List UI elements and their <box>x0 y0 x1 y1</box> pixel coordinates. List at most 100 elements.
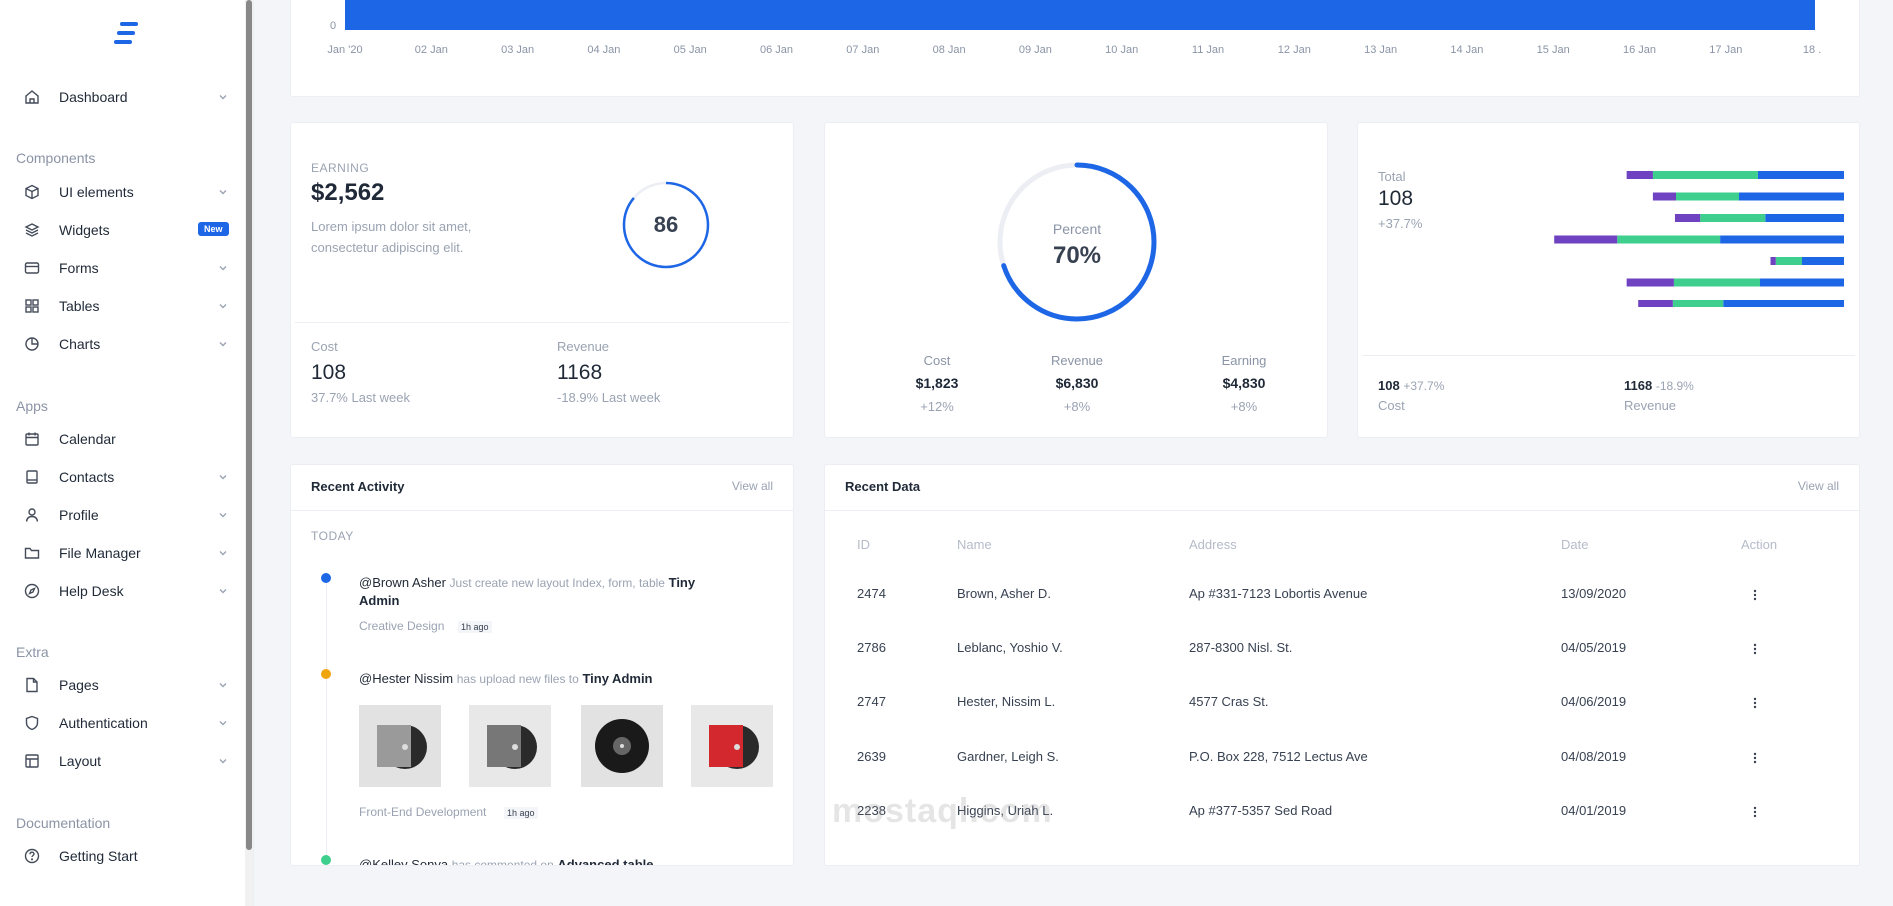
total-change: +37.7% <box>1378 216 1423 231</box>
more-vertical-icon[interactable] <box>1752 642 1758 656</box>
sidebar-item-authentication[interactable]: Authentication <box>0 707 240 739</box>
cell-name: Gardner, Leigh S. <box>957 749 1059 764</box>
column-header-name[interactable]: Name <box>957 537 992 552</box>
stat-value: $6,830 <box>1055 375 1099 391</box>
x-axis-tick-label: 17 Jan <box>1709 44 1743 56</box>
timeline-dot-orange <box>321 669 331 679</box>
sidebar-item-widgets[interactable]: Widgets New <box>0 214 240 246</box>
watermark: mostaql.com <box>832 792 1053 830</box>
column-header-address[interactable]: Address <box>1189 537 1237 552</box>
bar-segment <box>1760 278 1844 287</box>
sidebar-item-charts[interactable]: Charts <box>0 328 240 360</box>
column-header-id[interactable]: ID <box>857 537 870 552</box>
activity-user-link[interactable]: @Hester Nissim <box>359 671 454 686</box>
sidebar-item-help-desk[interactable]: Help Desk <box>0 575 240 607</box>
activity-time: 1h ago <box>504 807 538 819</box>
bar-segment <box>1676 192 1739 201</box>
bar-segment <box>1802 257 1844 265</box>
sidebar-item-label: Contacts <box>59 469 115 485</box>
activity-user-link[interactable]: @Brown Asher <box>359 575 446 590</box>
activity-user-link[interactable]: @Kelley Sonya <box>359 857 449 866</box>
sidebar-item-file-manager[interactable]: File Manager <box>0 537 240 569</box>
bar-segment <box>1638 300 1673 307</box>
cell-name: Higgins, Uriah L. <box>957 803 1054 818</box>
sidebar-item-profile[interactable]: Profile <box>0 499 240 531</box>
activity-target-link[interactable]: Advanced table <box>557 857 654 866</box>
chevron-down-icon <box>219 513 227 518</box>
cell-date: 04/01/2019 <box>1561 803 1627 818</box>
sidebar-item-label: Help Desk <box>59 583 124 599</box>
activity-text: has commented on <box>451 858 554 866</box>
percent-gauge: Percent 70% <box>997 162 1157 322</box>
bar-segment <box>1626 171 1653 179</box>
sidebar-item-label: File Manager <box>59 545 141 561</box>
vinyl-thumbnail[interactable] <box>359 705 441 787</box>
sidebar-item-label: Calendar <box>59 431 116 447</box>
bar-segment <box>1626 278 1674 287</box>
footer-right-stat: 1168 -18.9% <box>1624 378 1694 393</box>
cell-name: Hester, Nissim L. <box>957 694 1056 709</box>
chevron-down-icon <box>219 342 227 347</box>
chevron-down-icon <box>219 759 227 764</box>
more-vertical-icon[interactable] <box>1752 805 1758 819</box>
file-icon <box>26 677 38 693</box>
sidebar-item-tables[interactable]: Tables <box>0 290 240 322</box>
sidebar-item-label: Pages <box>59 677 99 693</box>
sidebar-item-getting-start[interactable]: Getting Start <box>0 840 240 872</box>
sidebar-item-dashboard[interactable]: Dashboard <box>0 81 240 113</box>
vinyl-thumbnail[interactable] <box>691 705 773 787</box>
sidebar-item-forms[interactable]: Forms <box>0 252 240 284</box>
earning-value: $2,562 <box>311 179 385 206</box>
cell-address: 4577 Cras St. <box>1189 694 1269 709</box>
stat-value: $4,830 <box>1222 375 1266 391</box>
timeline-dot-green <box>321 855 331 865</box>
view-all-link[interactable]: View all <box>731 479 773 493</box>
divider <box>291 510 793 511</box>
footer-right-label: Revenue <box>1624 398 1677 413</box>
cell-date: 04/05/2019 <box>1561 640 1627 655</box>
activity-target-link[interactable]: Tiny <box>668 575 696 590</box>
scrollbar-thumb[interactable] <box>246 0 252 850</box>
revenue-label: Revenue <box>557 339 610 354</box>
column-header-date[interactable]: Date <box>1561 537 1589 552</box>
more-vertical-icon[interactable] <box>1752 751 1758 765</box>
view-all-link[interactable]: View all <box>1797 479 1839 493</box>
x-axis-tick-label: 03 Jan <box>501 44 535 56</box>
total-card: Total 108 +37.7% 108 +37.7% Cost 1168 -1… <box>1357 122 1860 438</box>
sidebar-scrollbar[interactable] <box>245 0 253 906</box>
footer-right-value: 1168 <box>1624 378 1653 393</box>
box-icon <box>25 184 39 200</box>
activity-target-link-cont[interactable]: Admin <box>359 593 400 608</box>
x-axis-tick-label: Jan '20 <box>327 44 363 56</box>
sidebar-item-contacts[interactable]: Contacts <box>0 461 240 493</box>
sidebar-item-calendar[interactable]: Calendar <box>0 423 240 455</box>
bar-segment <box>1617 235 1721 244</box>
y-axis-zero-label: 0 <box>330 20 337 32</box>
vinyl-thumbnail[interactable] <box>469 705 551 787</box>
more-vertical-icon[interactable] <box>1752 588 1758 602</box>
cell-date: 13/09/2020 <box>1561 586 1627 601</box>
sidebar-item-layout[interactable]: Layout <box>0 745 240 777</box>
x-axis-tick-label: 04 Jan <box>587 44 621 56</box>
grid-icon <box>25 299 39 313</box>
area-chart-card: 0 Jan '20 02 Jan 03 Jan 04 Jan 05 Jan 06 Jan 0… <box>290 0 1860 97</box>
x-axis-tick-label: 08 Jan <box>932 44 966 56</box>
cell-id: 2747 <box>857 694 886 709</box>
sidebar-item-label: Tables <box>59 298 100 314</box>
stacked-bar-chart <box>1554 171 1844 307</box>
vinyl-thumbnail[interactable] <box>581 705 663 787</box>
bar-segment <box>1723 300 1844 307</box>
x-axis-tick-label: 18 . <box>1802 44 1822 56</box>
layout-icon <box>25 754 39 768</box>
cell-address: 287-8300 Nisl. St. <box>1189 640 1293 655</box>
bar-segment <box>1770 257 1776 265</box>
sidebar-item-pages[interactable]: Pages <box>0 669 240 701</box>
activity-target-link[interactable]: Tiny Admin <box>582 671 653 686</box>
sidebar-item-ui-elements[interactable]: UI elements <box>0 176 240 208</box>
shield-icon <box>25 715 39 731</box>
footer-left-value: 108 <box>1378 378 1400 393</box>
timeline-dot-blue <box>321 573 331 583</box>
footer-left-stat: 108 +37.7% <box>1378 378 1444 393</box>
logo-icon[interactable] <box>114 22 140 46</box>
more-vertical-icon[interactable] <box>1752 696 1758 710</box>
